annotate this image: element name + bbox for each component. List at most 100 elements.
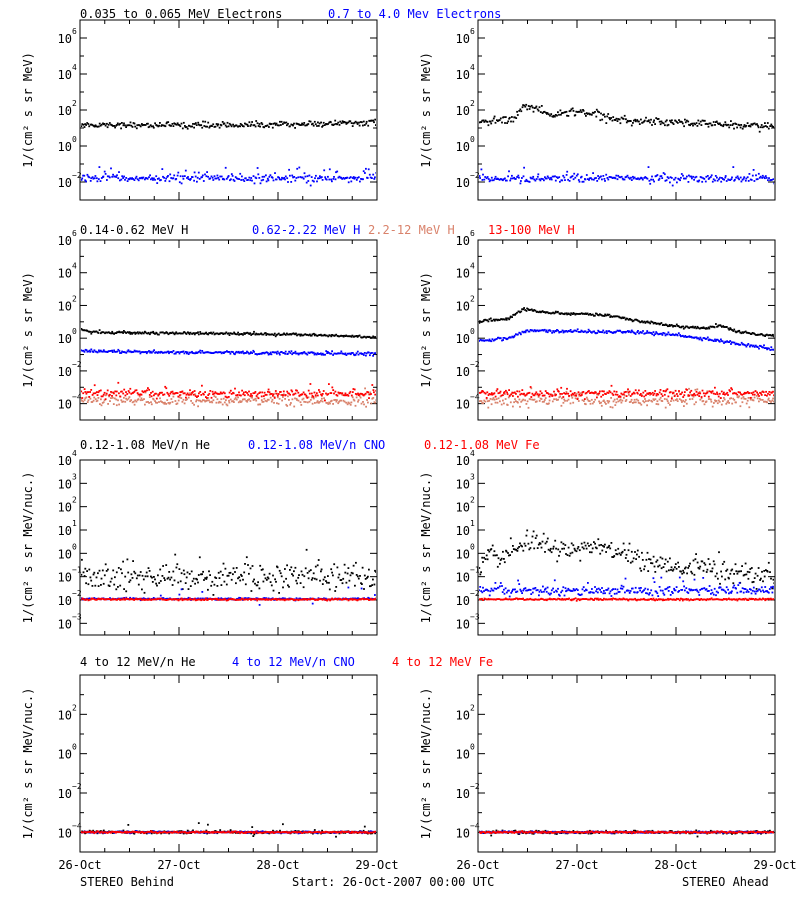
data-point [271,351,274,353]
data-point [765,347,767,349]
data-point [331,123,333,126]
data-point [226,574,229,577]
data-point [531,106,534,109]
data-point [121,401,124,403]
data-point [565,390,568,393]
data-point [694,176,697,179]
data-point [706,327,709,330]
data-point [344,352,347,355]
data-point [249,179,252,182]
data-point [542,329,545,332]
data-point [519,542,521,545]
data-point [742,343,745,346]
data-point [167,175,169,177]
data-point [499,400,501,403]
data-point [213,392,215,395]
data-point [684,326,686,329]
data-point [715,340,717,342]
data-point [95,391,98,393]
data-point [367,391,369,394]
data-point [335,123,337,125]
data-point [258,392,261,394]
data-point [486,121,489,123]
data-point [562,542,565,545]
data-point [227,175,230,177]
data-point [329,352,332,355]
data-point [95,177,98,180]
data-point [88,396,91,398]
data-point [652,178,654,181]
data-point [605,393,607,395]
data-point [368,597,371,600]
data-point [764,335,766,337]
data-point [589,551,591,554]
data-point [610,542,613,544]
data-point [206,171,208,173]
data-point [296,123,298,125]
data-point [215,332,218,335]
data-point [710,400,713,403]
data-point [222,397,225,400]
data-point [242,178,245,181]
data-point [716,402,719,405]
data-point [537,396,540,398]
data-point [368,397,370,399]
data-point [586,113,589,115]
data-point [493,398,496,401]
data-point [586,178,589,180]
y-tick-label: 10 [456,398,470,412]
data-point [141,123,143,125]
data-point [499,117,502,120]
data-point [296,399,298,401]
data-point [145,571,148,574]
data-point [129,400,131,403]
data-point [562,174,565,177]
data-point [540,398,543,400]
data-point [642,330,644,332]
data-point [97,585,100,587]
data-point [559,331,561,333]
data-point [653,180,655,183]
data-point [631,330,634,333]
data-point [212,594,215,596]
data-point [486,391,489,394]
data-point [206,333,209,335]
data-point [481,339,483,342]
data-point [156,182,159,184]
data-point [139,352,142,355]
data-point [260,395,263,398]
data-point [250,393,252,395]
x-tick-label: 29-Oct [355,858,398,872]
data-point [535,105,538,108]
data-point [135,127,138,130]
data-point [338,400,340,403]
data-point [290,123,293,126]
data-point [164,332,166,334]
data-point [155,175,158,178]
data-point [527,542,530,545]
data-point [104,332,106,335]
data-point [315,395,317,398]
data-point [93,349,96,352]
data-point [704,392,707,395]
data-point [358,121,360,124]
data-point [199,332,202,335]
data-point [527,392,530,394]
data-point [581,546,584,549]
data-point [246,331,249,334]
data-point [176,563,179,566]
data-point [552,311,554,314]
data-point [279,572,282,575]
data-point [271,598,274,600]
data-point [375,124,376,126]
data-point [680,176,682,179]
data-point [601,390,604,393]
data-point [352,122,355,125]
data-point [484,400,487,403]
data-point [137,179,140,182]
data-point [521,545,523,548]
data-point [163,577,166,579]
data-point [204,120,207,123]
data-point [708,338,711,341]
data-point [524,105,527,108]
